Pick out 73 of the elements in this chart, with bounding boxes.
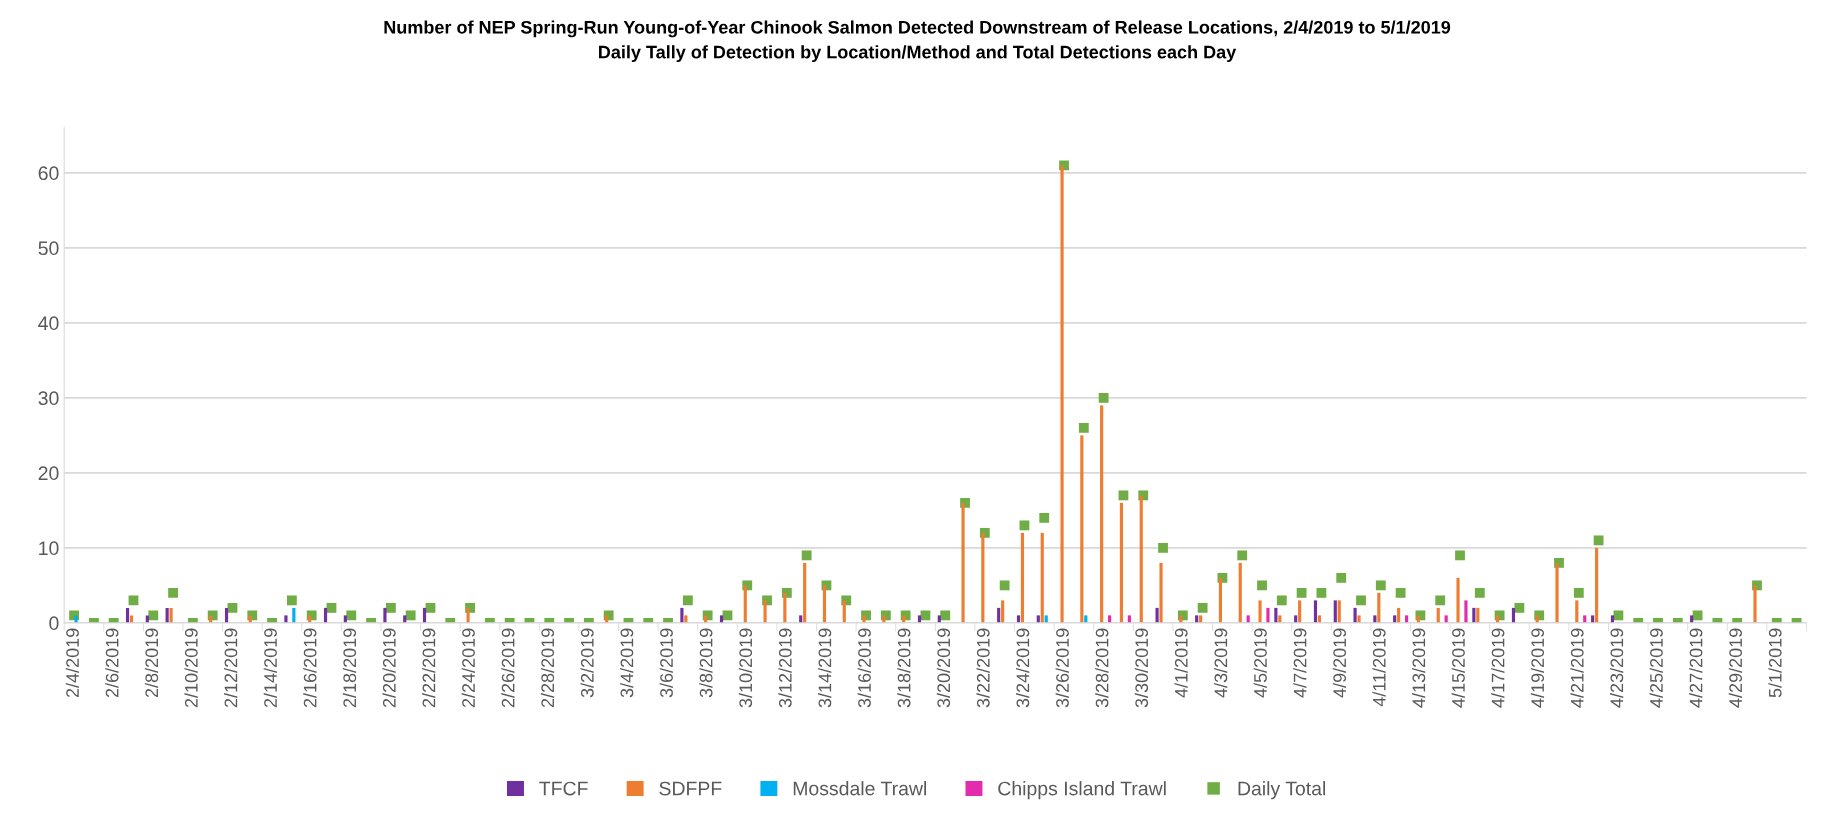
x-tick-label: 2/10/2019 [184, 628, 198, 708]
x-tick-label: 3/8/2019 [699, 628, 713, 698]
x-tick-label: 2/6/2019 [105, 628, 119, 698]
x-tick-label: 4/9/2019 [1332, 628, 1347, 698]
x-tick-label: 3/4/2019 [620, 628, 634, 698]
x-tick-label: 2/14/2019 [263, 628, 277, 708]
x-tick-label: 5/1/2019 [1768, 628, 1782, 698]
x-tick-label: 4/7/2019 [1293, 628, 1307, 698]
x-tick-label: 2/28/2019 [540, 628, 555, 708]
x-tick-label: 4/15/2019 [1451, 628, 1465, 708]
x-tick-label: 4/27/2019 [1689, 628, 1703, 708]
legend-label: Mossdale Trawl [793, 781, 926, 796]
x-tick-label: 4/19/2019 [1530, 628, 1545, 708]
x-tick-label: 4/11/2019 [1372, 628, 1386, 707]
bar [1266, 607, 1270, 623]
x-tick-label: 4/5/2019 [1253, 628, 1267, 698]
bar [1456, 577, 1460, 623]
chart-title: Number of NEP Spring-Run Young-of-Year Chinook Salmon Detected Downstream of Release Locations, 2/4/2019 to 5/1/2019 [384, 20, 1451, 38]
bar [1464, 600, 1468, 623]
legend-label: TFCF [539, 781, 588, 796]
bar [1159, 562, 1163, 623]
bar [1313, 600, 1318, 623]
x-tick-label: 2/22/2019 [422, 628, 436, 708]
bar [1337, 600, 1341, 623]
x-tick-label: 3/6/2019 [659, 628, 673, 698]
x-tick-label: 3/26/2019 [1055, 628, 1069, 708]
x-tick-label: 4/1/2019 [1174, 628, 1188, 698]
y-tick-label: 20 [38, 466, 59, 481]
x-tick-label: 2/24/2019 [461, 628, 475, 708]
legend-label: Chipps Island Trawl [998, 781, 1166, 800]
bar [1258, 600, 1262, 623]
x-tick-label: 3/10/2019 [738, 628, 753, 708]
x-tick-label: 2/8/2019 [144, 628, 159, 698]
x-tick-label: 3/18/2019 [897, 628, 911, 708]
y-tick-label: 30 [38, 391, 59, 406]
bar [1040, 532, 1044, 623]
bar [1353, 607, 1357, 623]
legend-label: Daily Total [1238, 781, 1325, 800]
chart-subtitle: Daily Tally of Detection by Location/Method and Total Detections each Day [599, 45, 1237, 63]
y-tick-label: 10 [39, 541, 59, 556]
x-tick-label: 2/12/2019 [224, 628, 238, 708]
bar [862, 615, 866, 623]
x-tick-label: 4/13/2019 [1412, 628, 1426, 708]
x-tick-label: 3/16/2019 [857, 628, 871, 708]
x-tick-label: 4/17/2019 [1491, 628, 1505, 708]
bar [74, 615, 78, 623]
y-tick-label: 60 [38, 166, 59, 181]
bar [1333, 600, 1337, 623]
x-tick-label: 3/20/2019 [936, 628, 951, 708]
x-tick-label: 4/23/2019 [1609, 628, 1624, 708]
x-tick-label: 2/4/2019 [65, 628, 79, 698]
x-tick-label: 3/12/2019 [778, 628, 792, 708]
x-tick-label: 4/21/2019 [1570, 628, 1584, 708]
x-tick-label: 3/2/2019 [580, 628, 594, 698]
x-tick-label: 2/26/2019 [501, 628, 515, 708]
x-tick-label: 2/16/2019 [303, 628, 317, 708]
x-tick-label: 2/20/2019 [382, 628, 396, 708]
y-tick-label: 50 [38, 241, 59, 256]
x-tick-label: 4/3/2019 [1214, 628, 1228, 698]
x-tick-label: 4/29/2019 [1728, 628, 1743, 708]
x-tick-label: 3/28/2019 [1095, 628, 1109, 708]
x-tick-label: 3/24/2019 [1016, 628, 1030, 708]
x-tick-label: 2/18/2019 [342, 628, 357, 708]
bar [1001, 600, 1005, 623]
x-tick-label: 3/30/2019 [1134, 628, 1149, 708]
y-tick-label: 40 [38, 316, 59, 331]
legend-label: SDFPF [659, 781, 722, 796]
x-tick-label: 4/25/2019 [1649, 628, 1663, 708]
y-tick-label: 0 [49, 616, 59, 631]
bar [1357, 615, 1361, 623]
bar [284, 615, 288, 623]
x-tick-label: 3/22/2019 [976, 628, 990, 708]
x-tick-label: 3/14/2019 [818, 628, 832, 708]
